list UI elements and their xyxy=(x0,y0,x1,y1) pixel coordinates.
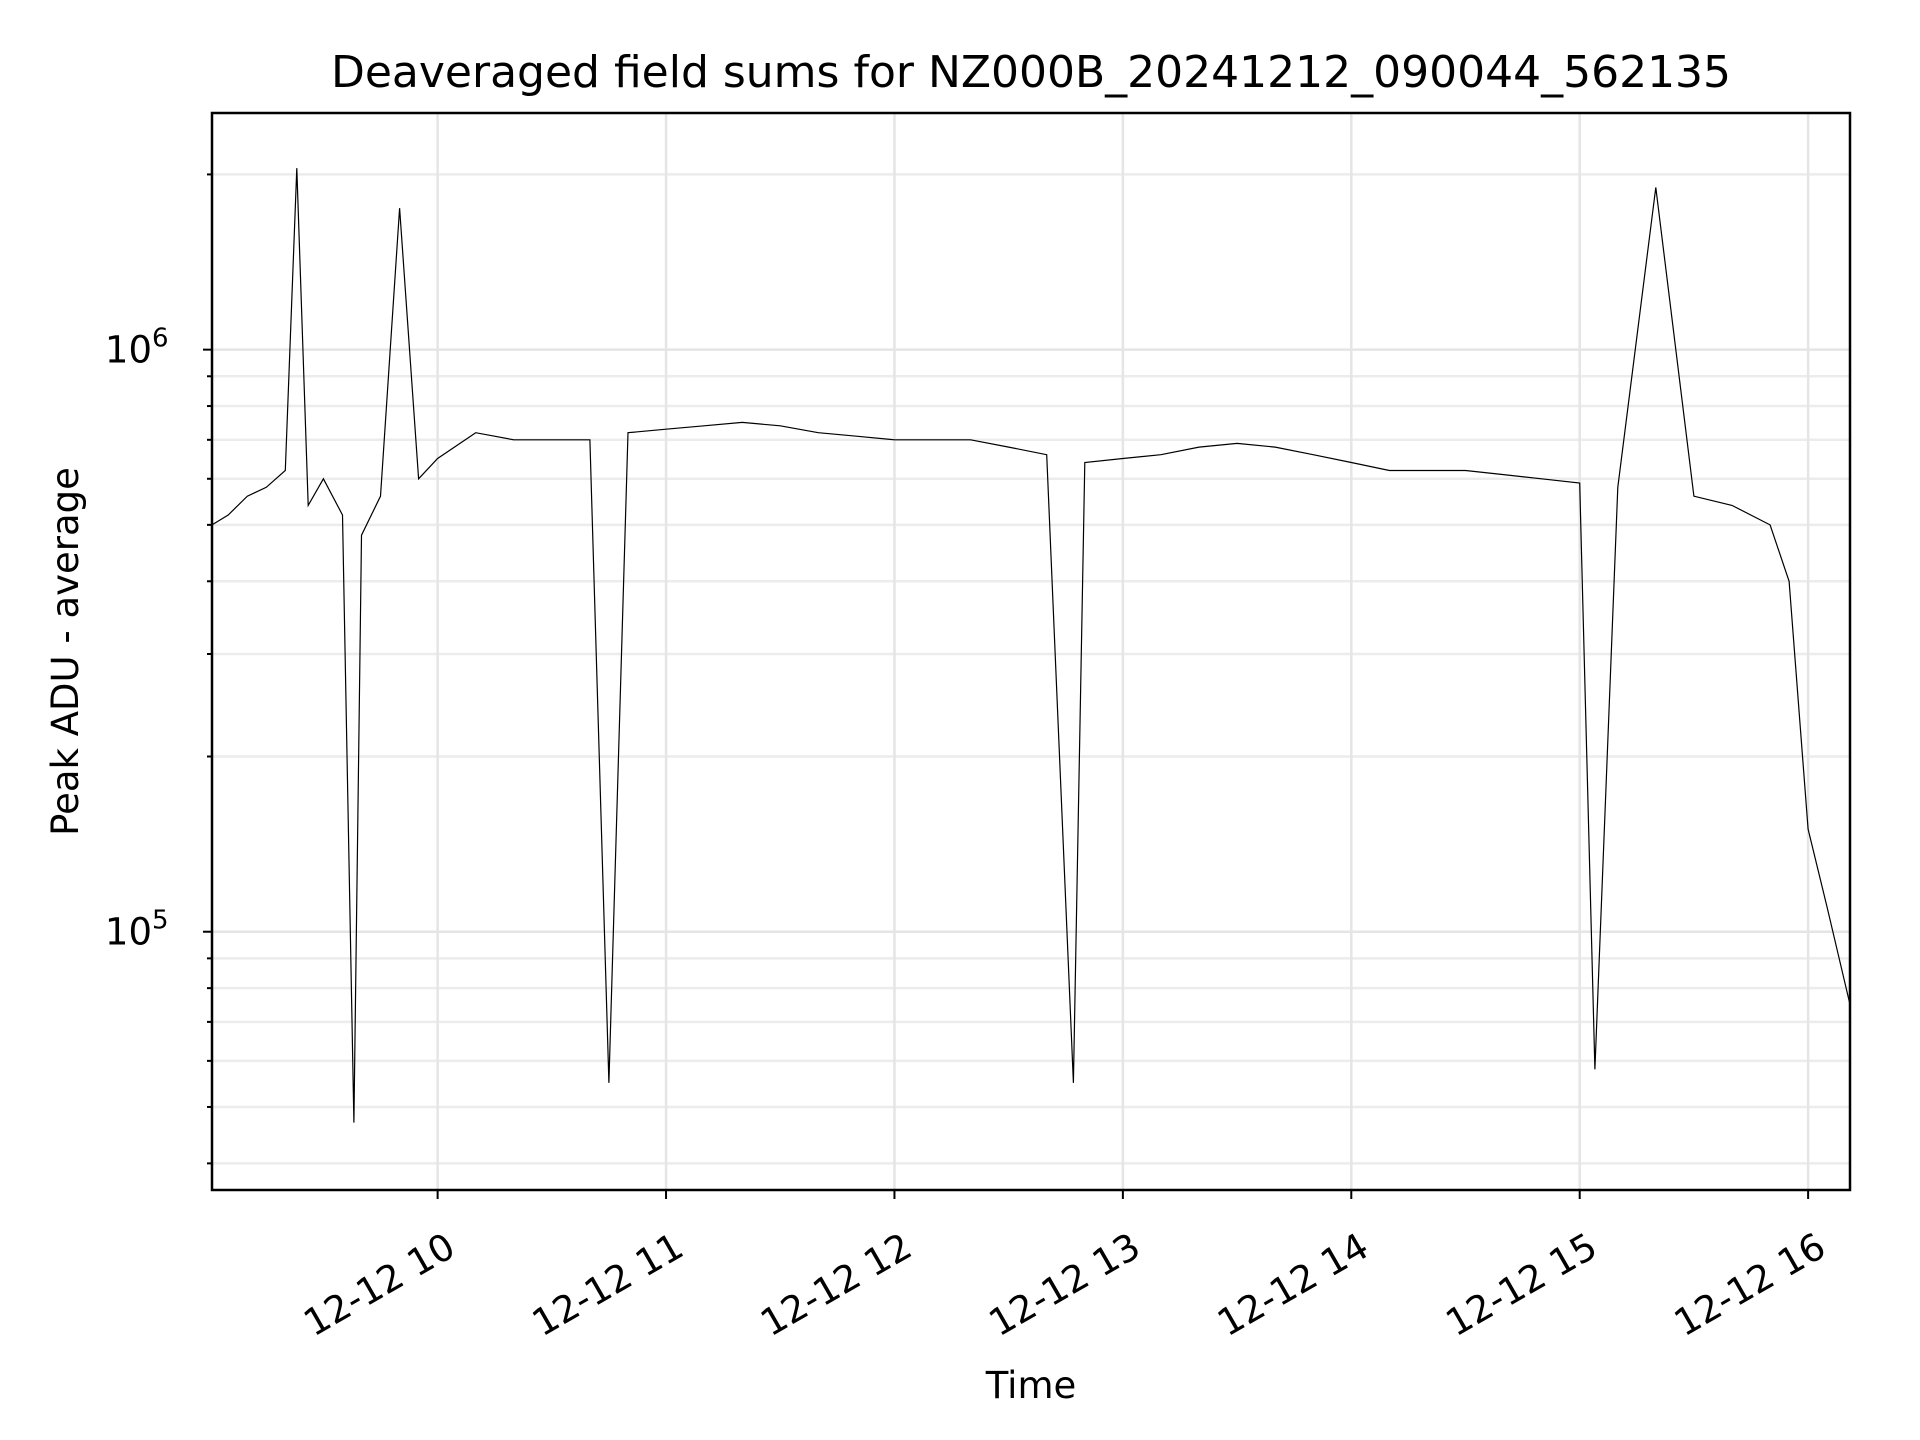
series-line xyxy=(211,168,1851,1123)
y-tick-label: 10 xyxy=(105,329,152,372)
plot-frame xyxy=(210,111,1852,1192)
grid xyxy=(212,113,1850,1190)
y-tick-exponent: 5 xyxy=(152,906,169,936)
y-axis-label: Peak ADU - average xyxy=(44,467,87,836)
x-axis-label: Time xyxy=(985,1364,1077,1407)
y-tick-label: 10 xyxy=(105,911,152,954)
series-layer xyxy=(211,168,1851,1123)
chart-title: Deaveraged field sums for NZ000B_2024121… xyxy=(331,47,1731,98)
y-tick-exponent: 6 xyxy=(152,324,169,354)
